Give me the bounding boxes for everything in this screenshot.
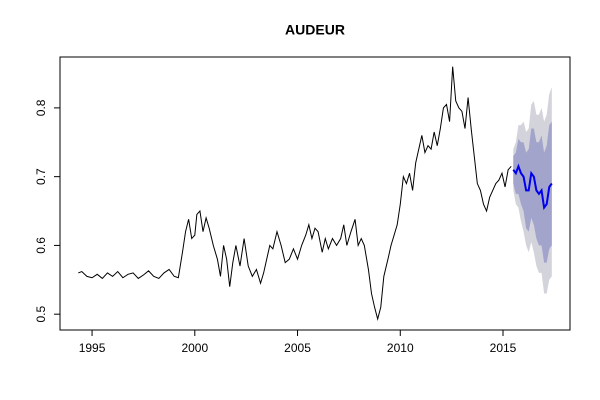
plot-frame: [59, 56, 571, 331]
x-tick-label: 2015: [490, 341, 517, 355]
y-tick-label: 0.5: [34, 306, 48, 323]
history-line: [78, 66, 512, 321]
y-tick-label: 0.7: [34, 168, 48, 185]
x-tick-label: 1995: [79, 341, 106, 355]
x-tick-label: 2010: [387, 341, 414, 355]
x-tick-label: 2000: [181, 341, 208, 355]
forecast-line: [512, 163, 553, 211]
y-tick-label: 0.8: [34, 99, 48, 116]
chart-title: AUDEUR: [285, 22, 345, 38]
interval-80: [513, 121, 552, 263]
x-tick-label: 2005: [284, 341, 311, 355]
y-tick-label: 0.6: [34, 237, 48, 254]
